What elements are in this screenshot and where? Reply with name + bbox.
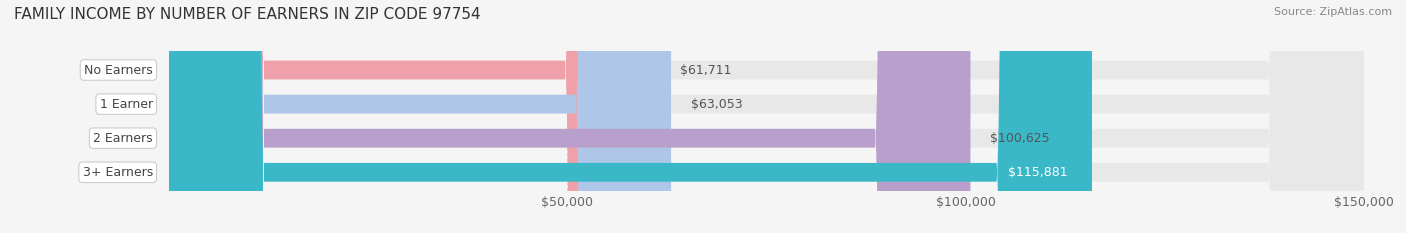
- Text: 3+ Earners: 3+ Earners: [83, 166, 153, 179]
- FancyBboxPatch shape: [169, 0, 1364, 233]
- FancyBboxPatch shape: [169, 0, 970, 233]
- Text: $61,711: $61,711: [681, 64, 731, 76]
- Text: $115,881: $115,881: [1008, 166, 1069, 179]
- Text: $63,053: $63,053: [690, 98, 742, 111]
- Text: No Earners: No Earners: [84, 64, 153, 76]
- Text: $100,625: $100,625: [990, 132, 1050, 145]
- Text: 2 Earners: 2 Earners: [93, 132, 153, 145]
- Text: Source: ZipAtlas.com: Source: ZipAtlas.com: [1274, 7, 1392, 17]
- Text: FAMILY INCOME BY NUMBER OF EARNERS IN ZIP CODE 97754: FAMILY INCOME BY NUMBER OF EARNERS IN ZI…: [14, 7, 481, 22]
- FancyBboxPatch shape: [169, 0, 1364, 233]
- Text: 1 Earner: 1 Earner: [100, 98, 153, 111]
- FancyBboxPatch shape: [169, 0, 1364, 233]
- FancyBboxPatch shape: [169, 0, 671, 233]
- FancyBboxPatch shape: [169, 0, 1092, 233]
- FancyBboxPatch shape: [169, 0, 1364, 233]
- FancyBboxPatch shape: [169, 0, 661, 233]
